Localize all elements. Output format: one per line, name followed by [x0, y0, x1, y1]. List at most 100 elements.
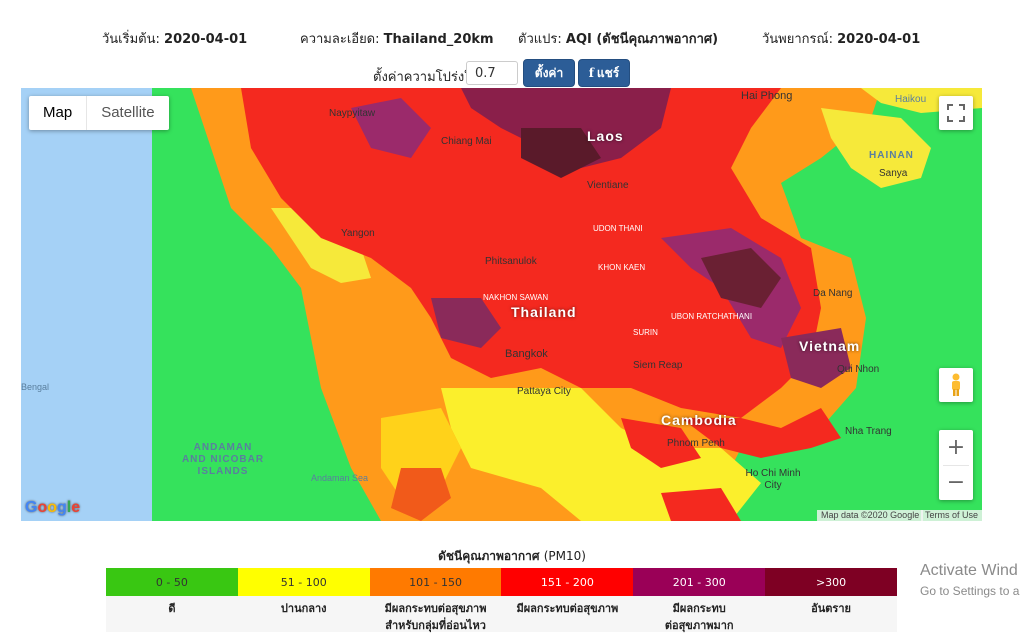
legend-label-line	[501, 616, 633, 619]
zoom-control: + −	[939, 430, 973, 500]
legend-label-line: ต่อสุขภาพมาก	[664, 619, 734, 632]
label-hai-phong: Hai Phong	[741, 90, 793, 102]
legend-band-label: มีผลกระทบต่อสุขภาพ	[501, 596, 633, 632]
legend-label-line: อันตราย	[811, 602, 851, 615]
legend-label-row: ดี ปานกลาง มีผลกระทบต่อสุขภาพสำหรับกลุ่ม…	[106, 596, 897, 632]
legend-label-line: มีผลกระทบต่อสุขภาพ	[384, 602, 487, 615]
map-type-satellite-button[interactable]: Satellite	[101, 104, 155, 121]
start-date: วันเริ่มต้น: 2020-04-01	[102, 28, 247, 49]
label-ubon: UBON RATCHATHANI	[671, 312, 753, 321]
label-andaman-line-2: AND NICOBAR	[181, 454, 265, 465]
facebook-icon: f	[588, 66, 594, 80]
legend-title-text: ดัชนีคุณภาพอากาศ	[438, 549, 540, 563]
label-haikou: Haikou	[895, 94, 927, 105]
legend-color-row: 0 - 50 51 - 100 101 - 150 151 - 200 201 …	[106, 568, 897, 596]
variable-value: AQI (ดัชนีคุณภาพอากาศ)	[565, 32, 719, 47]
aqi-map[interactable]: Naypyitaw Chiang Mai Laos Hai Phong Haik…	[21, 88, 982, 521]
zoom-divider	[943, 464, 969, 466]
legend-band-label: ปานกลาง	[238, 596, 370, 632]
forecast-date-label: วันพยากรณ์:	[762, 32, 833, 47]
label-naypyitaw: Naypyitaw	[329, 108, 376, 119]
fullscreen-icon	[947, 104, 965, 122]
legend-label-line: มีผลกระทบต่อสุขภาพ	[516, 602, 619, 615]
map-type-control: Map Satellite	[29, 96, 169, 130]
opacity-label: ตั้งค่าความโปร่งใส	[373, 70, 479, 85]
label-chiang-mai: Chiang Mai	[441, 136, 492, 147]
start-date-label: วันเริ่มต้น:	[102, 32, 160, 47]
legend-label-line	[765, 616, 897, 619]
opacity-input[interactable]	[466, 61, 518, 85]
start-date-value: 2020-04-01	[164, 32, 248, 47]
label-andaman-line-1: ANDAMAN	[193, 442, 253, 453]
activate-windows-watermark: Activate Wind	[920, 562, 1018, 579]
label-nha-trang: Nha Trang	[845, 426, 892, 437]
share-button-label: แชร์	[596, 65, 620, 80]
label-siem-reap: Siem Reap	[633, 360, 683, 371]
label-da-nang: Da Nang	[813, 288, 853, 299]
variable: ตัวแปร: AQI (ดัชนีคุณภาพอากาศ)	[518, 28, 718, 49]
zoom-in-button[interactable]: +	[946, 434, 966, 460]
google-logo[interactable]: Google	[25, 499, 81, 516]
set-opacity-button[interactable]: ตั้งค่า	[523, 59, 575, 87]
label-pattaya: Pattaya City	[517, 386, 571, 397]
forecast-date: วันพยากรณ์: 2020-04-01	[762, 28, 920, 49]
legend-band-label: มีผลกระทบต่อสุขภาพสำหรับกลุ่มที่อ่อนไหว	[370, 596, 502, 632]
fullscreen-button[interactable]	[939, 96, 973, 130]
info-row: วันเริ่มต้น: 2020-04-01 ความละเอียด: Tha…	[0, 28, 1024, 48]
legend-unit: (PM10)	[543, 549, 586, 563]
legend-band-range: 0 - 50	[106, 568, 238, 596]
map-layer	[21, 88, 982, 521]
legend-label-line: ปานกลาง	[280, 602, 327, 615]
label-surin: SURIN	[633, 328, 658, 337]
legend-label-line: สำหรับกลุ่มที่อ่อนไหว	[385, 619, 486, 632]
label-udon-thani: UDON THANI	[593, 224, 643, 233]
label-andaman-line-3: ISLANDS	[197, 466, 249, 477]
label-cambodia: Cambodia	[661, 412, 737, 428]
legend-label-line: ดี	[168, 602, 176, 615]
label-hainan: HAINAN	[869, 150, 914, 161]
resolution-label: ความละเอียด:	[300, 32, 380, 47]
legend-band-range: >300	[765, 568, 897, 596]
legend-band-range: 151 - 200	[501, 568, 634, 596]
label-thailand: Thailand	[511, 304, 577, 320]
legend-label-line: มีผลกระทบ	[672, 602, 726, 615]
legend-band-range: 201 - 300	[633, 568, 766, 596]
aqi-legend: 0 - 50 51 - 100 101 - 150 151 - 200 201 …	[106, 568, 897, 632]
activate-windows-hint: Go to Settings to a	[920, 584, 1020, 598]
label-phitsanulok: Phitsanulok	[485, 256, 537, 267]
legend-band-label: มีผลกระทบต่อสุขภาพมาก	[633, 596, 765, 632]
share-button[interactable]: f แชร์	[578, 59, 630, 87]
legend-label-line	[106, 616, 238, 619]
label-qui-nhon: Qui Nhon	[837, 364, 880, 375]
label-vientiane: Vientiane	[587, 180, 629, 191]
variable-label: ตัวแปร:	[518, 32, 562, 47]
forecast-date-value: 2020-04-01	[837, 32, 921, 47]
legend-band-range: 51 - 100	[237, 568, 370, 596]
street-view-button[interactable]	[939, 368, 973, 402]
resolution-value: Thailand_20km	[383, 32, 494, 47]
legend-band-label: ดี	[106, 596, 238, 632]
label-phnom-penh: Phnom Penh	[667, 438, 725, 449]
label-yangon: Yangon	[341, 228, 375, 239]
label-nakhon-sawan: NAKHON SAWAN	[483, 293, 549, 302]
legend-title: ดัชนีคุณภาพอากาศ (PM10)	[0, 547, 1024, 566]
label-ho-chi-minh: Ho Chi Minh City	[745, 468, 801, 491]
legend-label-line	[238, 616, 370, 619]
map-attribution: Map data ©2020 Google	[817, 510, 924, 521]
label-bengal: Bengal	[21, 382, 50, 392]
resolution: ความละเอียด: Thailand_20km	[300, 28, 494, 49]
label-andaman-sea: Andaman Sea	[311, 473, 369, 483]
opacity-controls: ตั้งค่าความโปร่งใส ตั้งค่า f แชร์	[0, 59, 1024, 87]
label-bangkok: Bangkok	[505, 348, 548, 360]
pegman-icon	[952, 373, 960, 396]
terms-of-use-link[interactable]: Terms of Use	[921, 510, 982, 521]
legend-band-label: อันตราย	[765, 596, 897, 632]
map-type-map-button[interactable]: Map	[29, 96, 88, 130]
legend-band-range: 101 - 150	[369, 568, 502, 596]
zoom-out-button[interactable]: −	[946, 469, 966, 495]
label-vietnam: Vietnam	[799, 338, 861, 354]
label-khon-kaen: KHON KAEN	[598, 263, 646, 272]
label-laos: Laos	[587, 128, 624, 144]
label-sanya: Sanya	[879, 168, 908, 179]
label-andaman-islands: ANDAMAN AND NICOBAR ISLANDS	[173, 442, 273, 478]
